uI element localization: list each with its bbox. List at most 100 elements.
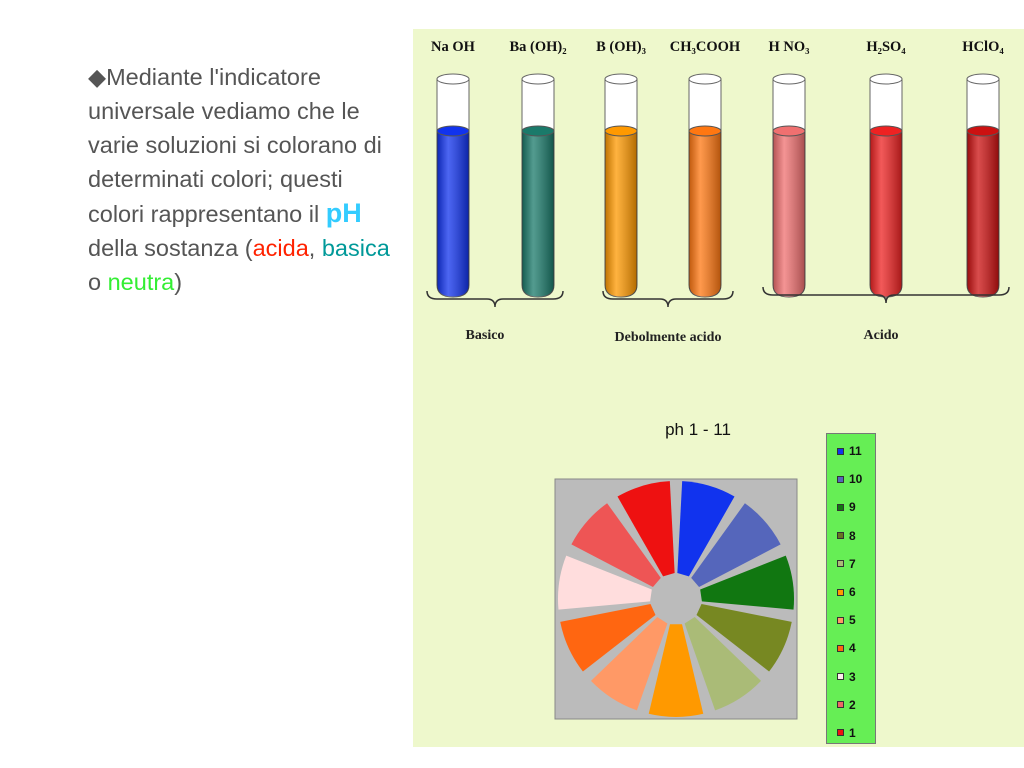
tube-label: HClO₄ <box>962 39 1004 55</box>
pie-slice <box>617 481 675 577</box>
group-brace <box>602 290 734 308</box>
ph-title: ph 1 - 11 <box>665 420 731 439</box>
tube-rim <box>772 73 806 85</box>
ph-figure: Na OH Ba (OH)₂ B (OH)₃ CH₃COOH H NO₃ H₂SO₄ HCl… <box>413 29 1024 747</box>
legend-label: 5 <box>849 613 856 628</box>
legend-swatch <box>837 503 844 511</box>
tube-glass <box>604 78 638 132</box>
legend-swatch <box>837 616 844 624</box>
legend-label: 10 <box>849 472 863 487</box>
tube-label: Ba (OH)₂ <box>509 39 566 55</box>
group-label-acido: Acido <box>864 328 899 343</box>
description-text: ◆Mediante l'indicatore universale vediam… <box>88 60 398 299</box>
tube-label: Na OH <box>431 39 476 55</box>
pie-slice <box>691 503 781 587</box>
text-comma: , <box>308 235 322 261</box>
legend-label: 2 <box>849 697 856 712</box>
pie-slice <box>648 624 704 717</box>
tube-shading <box>437 131 469 297</box>
bullet-icon: ◆ <box>88 64 107 90</box>
tube-label: B (OH)₃ <box>596 39 647 55</box>
tube-rim <box>869 73 903 85</box>
legend-item: 9 <box>827 493 875 521</box>
test-tube: CH₃COOH <box>670 39 741 298</box>
legend-item: 5 <box>827 606 875 634</box>
tube-label: CH₃COOH <box>670 39 741 55</box>
tube-glass <box>869 78 903 132</box>
tube-glass <box>966 78 1000 132</box>
group-brace <box>762 286 1010 304</box>
tube-label: H₂SO₄ <box>866 39 906 55</box>
pie-slice <box>560 604 656 672</box>
liquid-surface <box>966 125 1000 137</box>
liquid-surface <box>604 125 638 137</box>
group-brace <box>426 290 564 308</box>
legend-swatch <box>837 588 844 596</box>
legend-item: 6 <box>827 578 875 606</box>
legend-item: 10 <box>827 465 875 493</box>
liquid-surface <box>521 125 555 137</box>
test-tube: HClO₄ <box>962 39 1004 298</box>
neutra-word: neutra <box>107 269 175 295</box>
basica-word: basica <box>321 235 390 261</box>
tube-shading <box>967 131 999 297</box>
text-close: ) <box>174 269 183 295</box>
pie-slice <box>684 617 762 711</box>
test-tube: H₂SO₄ <box>866 39 906 298</box>
pie-slice <box>700 555 794 610</box>
liquid-surface <box>869 125 903 137</box>
ph-legend: 11 10 9 8 7 6 5 4 3 2 1 <box>826 433 876 744</box>
pie-slice <box>571 503 661 587</box>
test-tube: H NO₃ <box>768 39 810 298</box>
pie-slice <box>590 617 668 711</box>
legend-swatch <box>837 560 844 568</box>
liquid-surface <box>436 125 470 137</box>
tube-rim <box>436 73 470 85</box>
tube-glass <box>772 78 806 132</box>
legend-swatch <box>837 532 844 540</box>
tube-glass <box>436 78 470 132</box>
group-label-basico: Basico <box>466 328 505 343</box>
legend-label: 4 <box>849 641 856 656</box>
test-tube: B (OH)₃ <box>596 39 647 298</box>
tube-glass <box>688 78 722 132</box>
figure-svg: Na OH Ba (OH)₂ B (OH)₃ CH₃COOH H NO₃ H₂SO₄ HCl… <box>426 39 1010 720</box>
pie-slice <box>696 604 792 672</box>
legend-label: 8 <box>849 528 856 543</box>
liquid-surface <box>772 125 806 137</box>
legend-item: 8 <box>827 522 875 550</box>
text-part1: Mediante l'indicatore universale vediamo… <box>88 64 382 227</box>
tube-glass <box>521 78 555 132</box>
acida-word: acida <box>252 235 309 261</box>
legend-item: 2 <box>827 691 875 719</box>
tube-shading <box>870 131 902 297</box>
legend-label: 6 <box>849 585 856 600</box>
legend-item: 3 <box>827 663 875 691</box>
tube-shading <box>522 131 554 297</box>
legend-swatch <box>837 644 844 652</box>
legend-label: 7 <box>849 556 856 571</box>
legend-swatch <box>837 701 844 709</box>
legend-item: 4 <box>827 634 875 662</box>
test-tube: Na OH <box>431 39 476 298</box>
ph-word: pH <box>325 198 362 228</box>
legend-swatch <box>837 447 844 455</box>
tube-rim <box>688 73 722 85</box>
group-label-debolmente: Debolmente acido <box>615 330 722 345</box>
text-o: o <box>88 269 108 295</box>
legend-swatch <box>837 729 844 737</box>
legend-label: 11 <box>849 444 862 459</box>
legend-label: 9 <box>849 500 856 515</box>
legend-label: 3 <box>849 669 856 684</box>
pie-slice <box>677 481 735 577</box>
legend-label: 1 <box>849 725 856 740</box>
tube-shading <box>605 131 637 297</box>
tube-shading <box>773 131 805 297</box>
legend-swatch <box>837 475 844 483</box>
pie-slice <box>558 555 652 610</box>
tube-label: H NO₃ <box>768 39 810 55</box>
legend-item: 7 <box>827 550 875 578</box>
test-tube: Ba (OH)₂ <box>509 39 567 298</box>
text-part2: della sostanza ( <box>88 235 253 261</box>
tube-rim <box>521 73 555 85</box>
